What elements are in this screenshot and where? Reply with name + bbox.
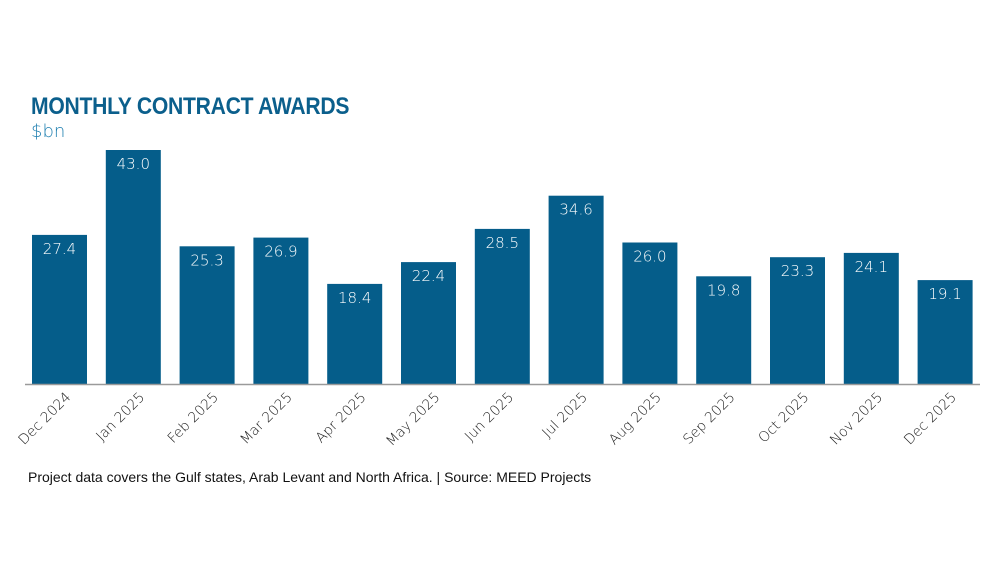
bar-value-label: 25.3 [190, 251, 223, 269]
bar-oct-2025 [770, 257, 825, 384]
bar-may-2025 [401, 262, 456, 384]
bar-sep-2025 [696, 276, 752, 384]
x-axis-labels: Dec 2024 Jan 2025 Feb 2025 Mar 2025 Apr 2025… [16, 390, 960, 450]
bar-value-label: 23.3 [781, 262, 814, 280]
x-tick-label: Mar 2025 [237, 390, 295, 448]
bar-value-label: 28.5 [486, 234, 519, 252]
chart-title: MONTHLY CONTRACT AWARDS [31, 93, 350, 120]
bars-group: 27.4 43.0 25.3 26.9 18.4 22.4 28.5 34.6 26.0 19.8… [32, 150, 973, 384]
bar-nov-2025 [843, 252, 899, 384]
bar-dec-2025 [917, 280, 973, 384]
x-tick-label: Jul 2025 [539, 390, 591, 442]
bar-value-label: 34.6 [559, 201, 592, 219]
chart-unit-label: $bn [31, 121, 66, 142]
x-tick-label: Sep 2025 [680, 390, 738, 448]
bar-value-label: 43.0 [117, 155, 150, 173]
x-tick-label: Aug 2025 [606, 390, 665, 449]
bar-value-label: 27.4 [43, 240, 76, 258]
x-tick-label: May 2025 [383, 390, 443, 450]
bar-aug-2025 [622, 242, 678, 384]
x-tick-label: Feb 2025 [165, 390, 222, 447]
x-tick-label: Dec 2024 [16, 390, 75, 449]
bar-value-label: 19.8 [707, 281, 740, 299]
bar-mar-2025 [253, 237, 309, 384]
bar-feb-2025 [179, 246, 235, 384]
bar-value-label: 26.0 [633, 248, 666, 266]
x-tick-label: Apr 2025 [313, 390, 370, 447]
bar-jul-2025 [548, 195, 604, 384]
bar-chart: 27.4 43.0 25.3 26.9 18.4 22.4 28.5 34.6 26.0 19.8… [16, 150, 980, 450]
x-tick-label: Nov 2025 [827, 390, 886, 449]
bar-value-label: 24.1 [855, 258, 888, 276]
bar-jun-2025 [474, 228, 530, 384]
bar-dec-2024 [32, 234, 87, 384]
x-tick-label: Jan 2025 [93, 390, 148, 445]
source-note: Project data covers the Gulf states, Ara… [28, 469, 592, 485]
bar-value-label: 22.4 [412, 267, 445, 285]
bar-value-label: 19.1 [928, 285, 961, 303]
bar-value-label: 26.9 [264, 243, 297, 261]
bar-jan-2025 [105, 150, 161, 384]
x-tick-label: Oct 2025 [756, 390, 813, 447]
bar-apr-2025 [327, 283, 383, 384]
x-tick-label: Jun 2025 [462, 390, 517, 445]
bar-value-label: 18.4 [338, 289, 371, 307]
x-tick-label: Dec 2025 [901, 390, 960, 449]
